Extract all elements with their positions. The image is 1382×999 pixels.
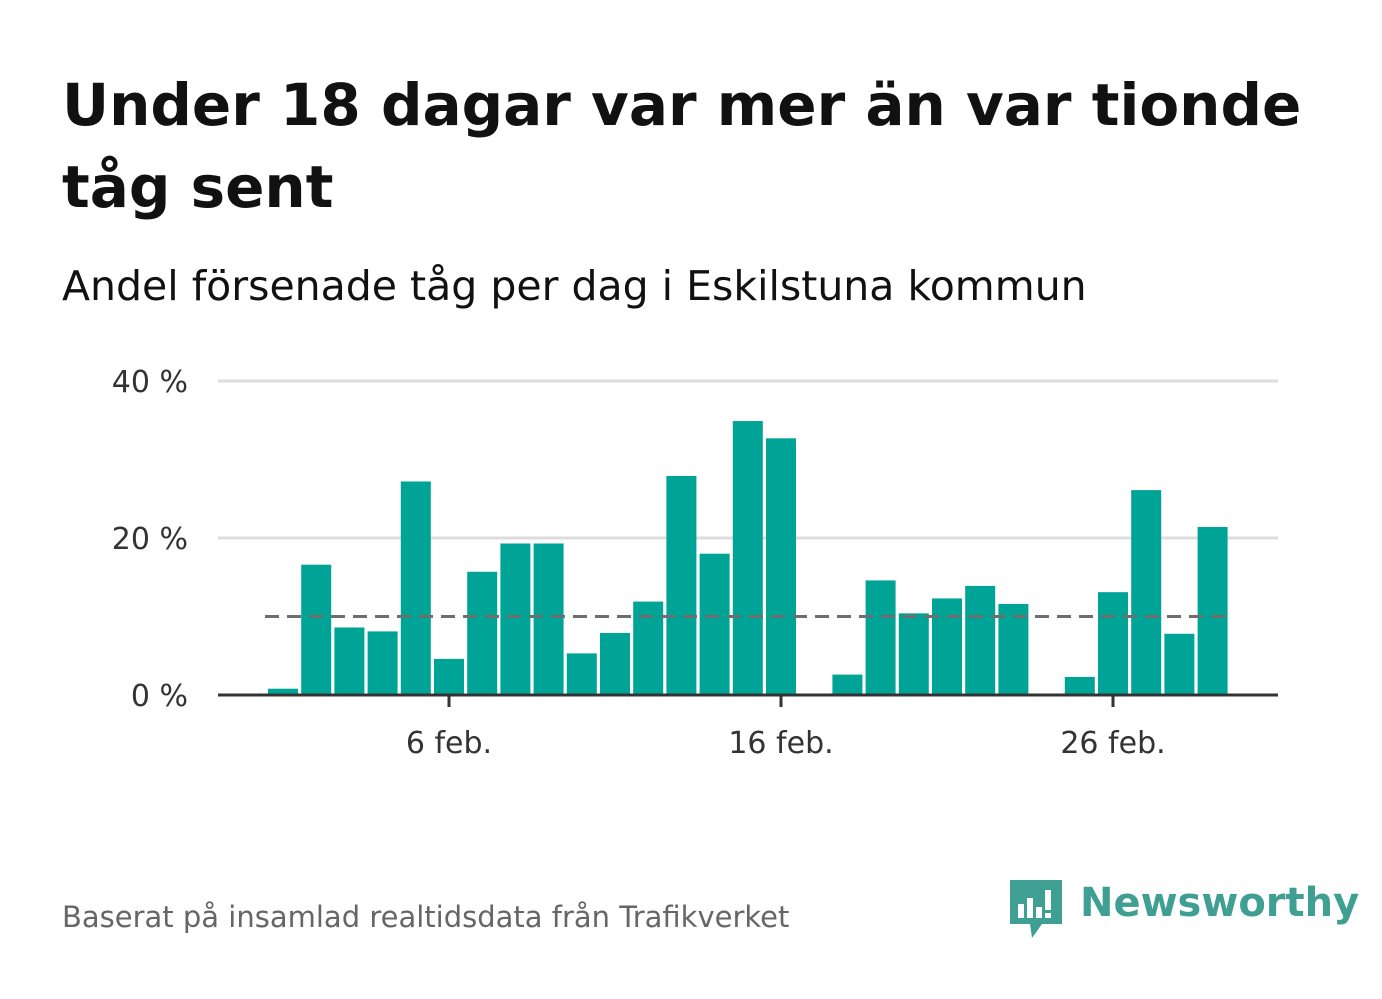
bar: [699, 553, 730, 695]
bar-chart: 0 % 20 % 40 % 6 feb. 16 feb. 26 feb.: [112, 365, 1278, 761]
bars: [268, 421, 1228, 695]
bar: [268, 688, 298, 695]
x-tick-label: 6 feb.: [406, 726, 492, 761]
bar: [865, 580, 896, 695]
bar: [467, 571, 498, 695]
y-tick-label: 0 %: [131, 679, 188, 714]
bar: [600, 632, 630, 695]
y-tick-label: 40 %: [112, 365, 188, 400]
bar: [1164, 633, 1195, 695]
bar: [334, 627, 365, 695]
bar: [400, 481, 431, 695]
newsworthy-logo-icon: [1010, 880, 1062, 938]
bar: [832, 674, 863, 695]
bar: [766, 438, 796, 695]
bar: [533, 543, 564, 695]
source-note: Baserat på insamlad realtidsdata från Tr…: [62, 900, 790, 934]
chart-subtitle: Andel försenade tåg per dag i Eskilstuna…: [62, 262, 1087, 310]
bar: [998, 603, 1029, 695]
bar: [1131, 490, 1162, 695]
bar: [434, 658, 464, 695]
bar: [500, 543, 531, 695]
bar: [566, 653, 597, 695]
bar: [1098, 592, 1128, 695]
brand-name: Newsworthy: [1080, 880, 1360, 926]
bar: [965, 585, 996, 695]
bar: [666, 475, 697, 695]
x-axis: 6 feb. 16 feb. 26 feb.: [218, 693, 1278, 761]
x-tick-label: 16 feb.: [728, 726, 833, 761]
bar: [367, 631, 398, 695]
bar: [1197, 527, 1228, 695]
bar: [301, 564, 332, 695]
bar: [932, 598, 962, 695]
y-axis-labels: 0 % 20 % 40 %: [112, 365, 188, 714]
y-tick-label: 20 %: [112, 522, 188, 557]
bar: [1064, 676, 1095, 695]
bar: [732, 421, 763, 695]
x-tick-label: 26 feb.: [1060, 726, 1165, 761]
bar: [898, 613, 929, 695]
chart-title: Under 18 dagar var mer än var tionde tåg…: [62, 71, 1302, 221]
